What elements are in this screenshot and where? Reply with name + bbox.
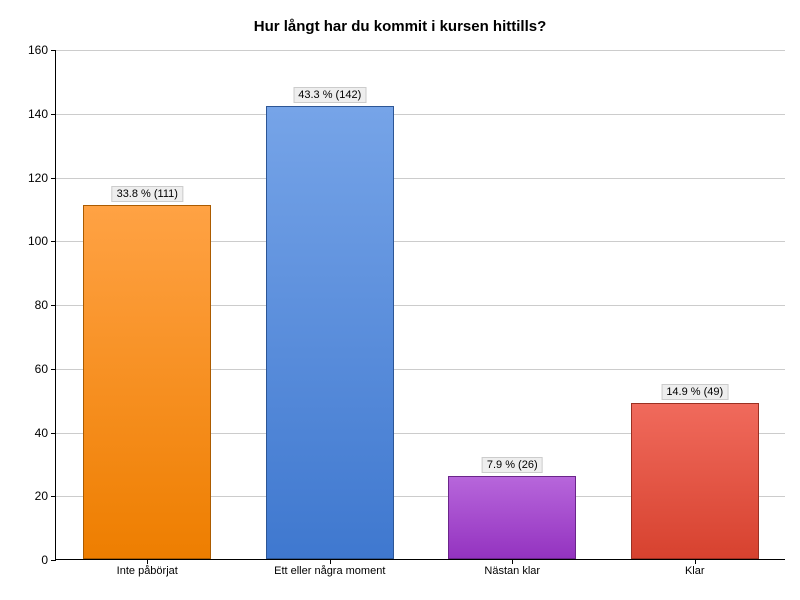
bar-chart: Hur långt har du kommit i kursen hittill… bbox=[0, 0, 800, 600]
grid-line bbox=[56, 114, 785, 115]
y-tick-label: 0 bbox=[41, 553, 56, 567]
bar-value-label: 33.8 % (111) bbox=[112, 186, 183, 202]
x-tick-label: Klar bbox=[685, 559, 705, 577]
bar-value-label: 14.9 % (49) bbox=[661, 384, 728, 400]
chart-title: Hur långt har du kommit i kursen hittill… bbox=[0, 18, 800, 35]
y-tick-label: 100 bbox=[28, 234, 56, 248]
bar bbox=[631, 403, 759, 559]
plot-area: 02040608010012014016033.8 % (111)Inte på… bbox=[55, 50, 785, 560]
bar bbox=[448, 476, 576, 559]
y-tick-label: 80 bbox=[35, 298, 56, 312]
y-tick-label: 160 bbox=[28, 43, 56, 57]
y-tick-label: 20 bbox=[35, 489, 56, 503]
bar-value-label: 7.9 % (26) bbox=[482, 457, 543, 473]
grid-line bbox=[56, 178, 785, 179]
y-tick-label: 60 bbox=[35, 362, 56, 376]
y-tick-label: 40 bbox=[35, 426, 56, 440]
y-tick-label: 140 bbox=[28, 107, 56, 121]
bar-value-label: 43.3 % (142) bbox=[293, 87, 366, 103]
x-tick-label: Ett eller några moment bbox=[274, 559, 385, 577]
y-tick-label: 120 bbox=[28, 171, 56, 185]
grid-line bbox=[56, 50, 785, 51]
bar bbox=[266, 106, 394, 559]
x-tick-label: Nästan klar bbox=[484, 559, 540, 577]
x-tick-label: Inte påbörjat bbox=[117, 559, 178, 577]
bar bbox=[83, 205, 211, 559]
